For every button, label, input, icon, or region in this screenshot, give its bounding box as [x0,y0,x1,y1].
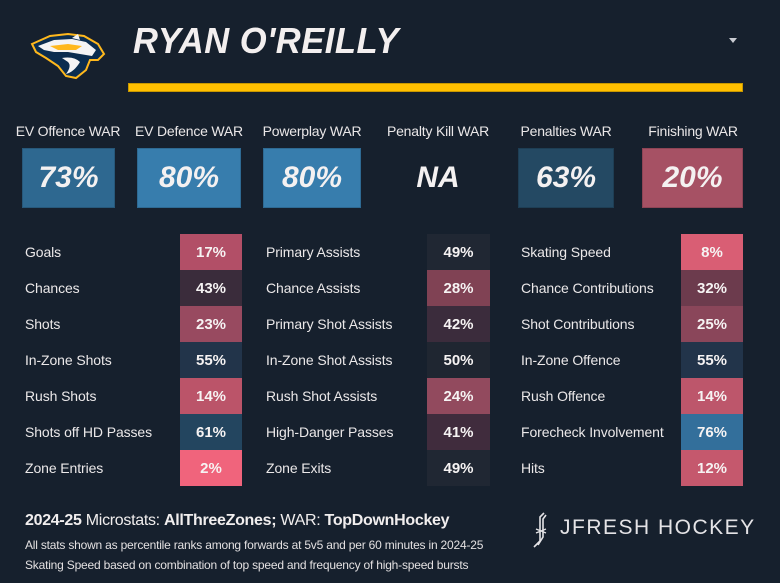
war-label: Powerplay WAR [262,123,362,139]
stat-percentile-box: 50% [427,342,490,378]
stat-label: Chance Assists [266,280,361,296]
stat-percentile-box: 42% [427,306,490,342]
war-label: Finishing WAR [648,123,738,139]
stat-label: In-Zone Shots [25,352,112,368]
team-logo [28,30,108,80]
stat-percentile-box: 24% [427,378,490,414]
stat-label: High-Danger Passes [266,424,394,440]
stat-label: Goals [25,244,62,260]
stat-label: Zone Exits [266,460,332,476]
stat-label: Forecheck Involvement [521,424,664,440]
war-value-box: 80% [263,148,361,208]
war-value-box: NA [416,161,460,194]
stat-label: Chance Contributions [521,280,654,296]
stat-label: Shots off HD Passes [25,424,153,440]
stat-label: In-Zone Shot Assists [266,352,393,368]
stat-percentile-box: 25% [681,306,743,342]
stat-label: In-Zone Offence [521,352,621,368]
stat-percentile-box: 14% [180,378,242,414]
war-value-box: 20% [642,148,743,208]
stat-label: Chances [25,280,80,296]
stat-label: Zone Entries [25,460,104,476]
stat-percentile-box: 32% [681,270,743,306]
stat-label: Skating Speed [521,244,611,260]
stat-label: Primary Shot Assists [266,316,393,332]
war-value-box: 63% [518,148,614,208]
stat-percentile-box: 12% [681,450,743,486]
stat-label: Primary Assists [266,244,361,260]
war-label: Penalties WAR [520,123,612,139]
season: 2024-25 [25,512,82,529]
stat-label: Rush Shots [25,388,97,404]
stat-percentile-box: 2% [180,450,242,486]
stat-label: Shot Contributions [521,316,635,332]
stat-percentile-box: 14% [681,378,743,414]
hockey-sticks-icon [530,511,552,551]
war-source: TopDownHockey [324,512,450,529]
war-source-label: WAR: [280,512,321,529]
footer-note: All stats shown as percentile ranks amon… [25,538,484,552]
stat-percentile-box: 76% [681,414,743,450]
stat-label: Shots [25,316,61,332]
stat-label: Rush Offence [521,388,606,404]
war-label: EV Defence WAR [135,123,243,139]
stat-percentile-box: 61% [180,414,242,450]
player-name: RYAN O'REILLY [133,20,400,61]
stat-percentile-box: 41% [427,414,490,450]
footer-sources: 2024-25 Microstats: AllThreeZones; WAR: … [25,512,450,530]
microstats-label: Microstats: [85,512,160,529]
stat-percentile-box: 43% [180,270,242,306]
stat-label: Hits [521,460,545,476]
footer-note: Skating Speed based on combination of to… [25,558,469,572]
stat-percentile-box: 23% [180,306,242,342]
microstats-source: AllThreeZones; [163,512,277,529]
brand-name: JFRESH HOCKEY [560,516,756,539]
caret-down-icon[interactable] [729,38,737,43]
stat-percentile-box: 49% [427,450,490,486]
war-value-box: 73% [22,148,115,208]
stat-percentile-box: 8% [681,234,743,270]
stat-percentile-box: 28% [427,270,490,306]
war-label: EV Offence WAR [15,123,121,139]
accent-bar [128,83,743,92]
war-value-box: 80% [137,148,241,208]
stat-percentile-box: 55% [180,342,242,378]
stat-label: Rush Shot Assists [266,388,378,404]
war-label: Penalty Kill WAR [386,123,490,139]
stat-percentile-box: 49% [427,234,490,270]
stat-percentile-box: 17% [180,234,242,270]
stat-percentile-box: 55% [681,342,743,378]
